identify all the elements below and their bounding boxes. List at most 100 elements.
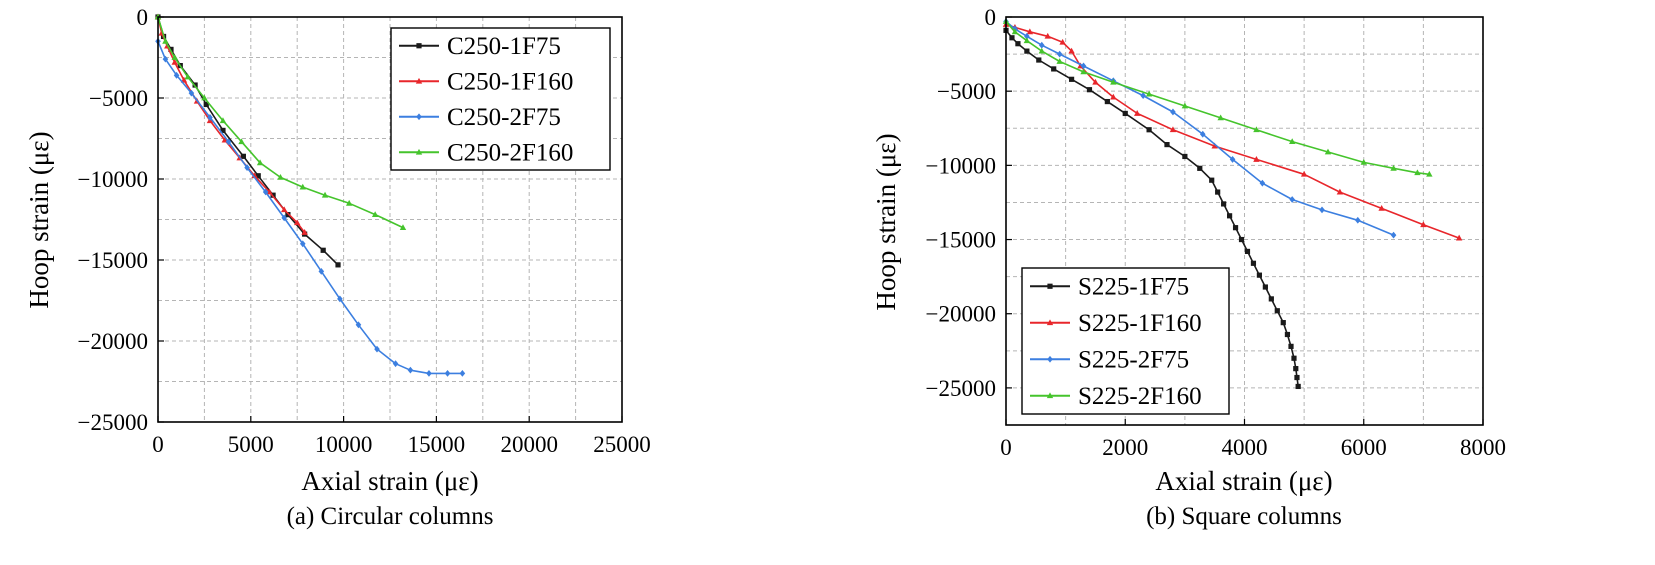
y-tick-label: −20000 [926,302,996,327]
y-tick-label: −15000 [926,228,996,253]
legend-entry: S225-2F160 [1030,383,1202,410]
legend-entry: S225-1F160 [1030,310,1202,337]
legend-entry: C250-2F160 [399,139,573,166]
series-line [157,16,339,266]
data-point [1068,76,1075,82]
legend-label: C250-1F75 [447,33,561,60]
data-point [171,58,178,65]
data-point [1086,87,1093,93]
legend-marker [1047,355,1053,363]
data-point [1182,153,1188,160]
legend-label: S225-2F75 [1078,346,1189,373]
data-point [238,138,245,145]
data-point [1284,331,1291,338]
data-point [1110,93,1117,100]
data-point [1390,231,1397,239]
data-point [171,54,178,60]
panel-b-tick-labels: 0 2000 4000 6000 8000 0 −5000 −10000 −15000 −2000… [926,5,1506,460]
data-point [1300,170,1308,177]
legend-marker [1046,392,1054,399]
data-point [301,229,308,235]
series-S225-1F160 [1002,21,1463,241]
data-point [207,114,213,121]
data-point [1253,126,1260,133]
data-point [1110,78,1117,85]
y-tick-label: −5000 [89,86,148,111]
legend-entry: S225-2F75 [1030,346,1189,373]
y-tick-label: −5000 [937,79,996,104]
data-point [1244,248,1251,255]
x-tick-label: 5000 [228,432,274,457]
data-point [1122,110,1128,117]
data-point [426,370,432,377]
data-point [184,73,191,80]
data-point [162,55,169,63]
panel-b-y-axis-label: Hoop strain (με) [871,133,901,310]
series-C250-1F75 [155,14,341,268]
data-point [399,224,407,230]
data-point [203,101,209,108]
data-point [277,173,284,180]
data-point [1038,41,1045,49]
legend-marker [1047,283,1053,289]
data-point [188,89,195,97]
data-point [285,212,291,218]
data-point [1256,272,1263,278]
legend-entry: C250-2F75 [399,104,561,131]
data-point [1059,38,1066,45]
series-line [1005,23,1460,239]
panel-a-tick-labels: 0 5000 10000 15000 20000 25000 0 −5000 −10000 −15… [78,5,651,457]
data-point [1226,213,1233,219]
series-S225-2F160 [1002,18,1433,177]
panel-b-caption: (b) Square columns [1146,503,1342,530]
y-tick-label: −25000 [926,376,996,401]
x-tick-label: 20000 [500,432,558,457]
data-point [225,138,232,146]
data-point [1250,260,1257,266]
legend-marker [415,77,423,84]
data-point [321,191,329,198]
x-tick-label: 15000 [408,432,466,457]
data-point [255,173,261,179]
data-point [1294,374,1300,381]
data-point [168,46,174,52]
panel-a-legend: C250-1F75 C250-1F160 C250-2F75 C250-2F160 [390,27,611,171]
panel-a-x-axis-label: Axial strain (με) [301,466,478,496]
data-point [1009,35,1015,41]
data-point [1015,41,1021,47]
data-point [1360,158,1367,165]
data-point [281,214,288,222]
data-point [1253,156,1260,162]
data-point [262,188,269,196]
data-point [1319,206,1325,214]
data-point [1259,179,1266,187]
panel-a-frame [157,16,623,423]
legend-entry: C250-1F75 [399,33,561,60]
panel-b-legend: S225-1F75 S225-1F160 S225-2F75 S225-2F160 [1021,267,1230,415]
legend-marker [416,43,422,49]
data-point [1211,142,1218,149]
y-tick-label: −25000 [78,410,148,435]
data-point [345,199,353,206]
panel-a-caption: (a) Circular columns [287,503,494,530]
data-point [201,94,208,101]
data-point [1336,188,1344,195]
series-line [1005,20,1394,236]
data-point [244,164,250,172]
data-point [1268,296,1274,302]
x-tick-label: 10000 [315,432,373,457]
series-S225-1F75 [1003,27,1301,390]
data-point [355,321,362,329]
data-point [1197,165,1203,171]
data-point [1011,28,1019,35]
legend-entry: S225-1F75 [1030,273,1189,300]
data-point [1080,68,1087,75]
data-point [299,240,306,248]
data-point [1146,127,1152,133]
data-point [1056,50,1063,58]
data-point [318,267,325,275]
legend-entry: C250-1F160 [399,68,573,95]
legend-label: C250-2F160 [447,139,573,166]
x-tick-label: 0 [1000,435,1012,460]
data-point [337,295,343,303]
